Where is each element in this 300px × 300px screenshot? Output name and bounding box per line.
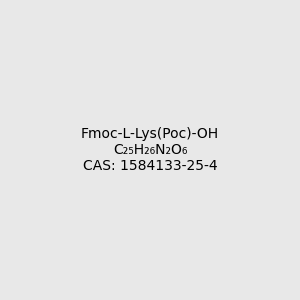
Text: Fmoc-L-Lys(Poc)-OH
C₂₅H₂₆N₂O₆
CAS: 1584133-25-4: Fmoc-L-Lys(Poc)-OH C₂₅H₂₆N₂O₆ CAS: 15841… (81, 127, 219, 173)
